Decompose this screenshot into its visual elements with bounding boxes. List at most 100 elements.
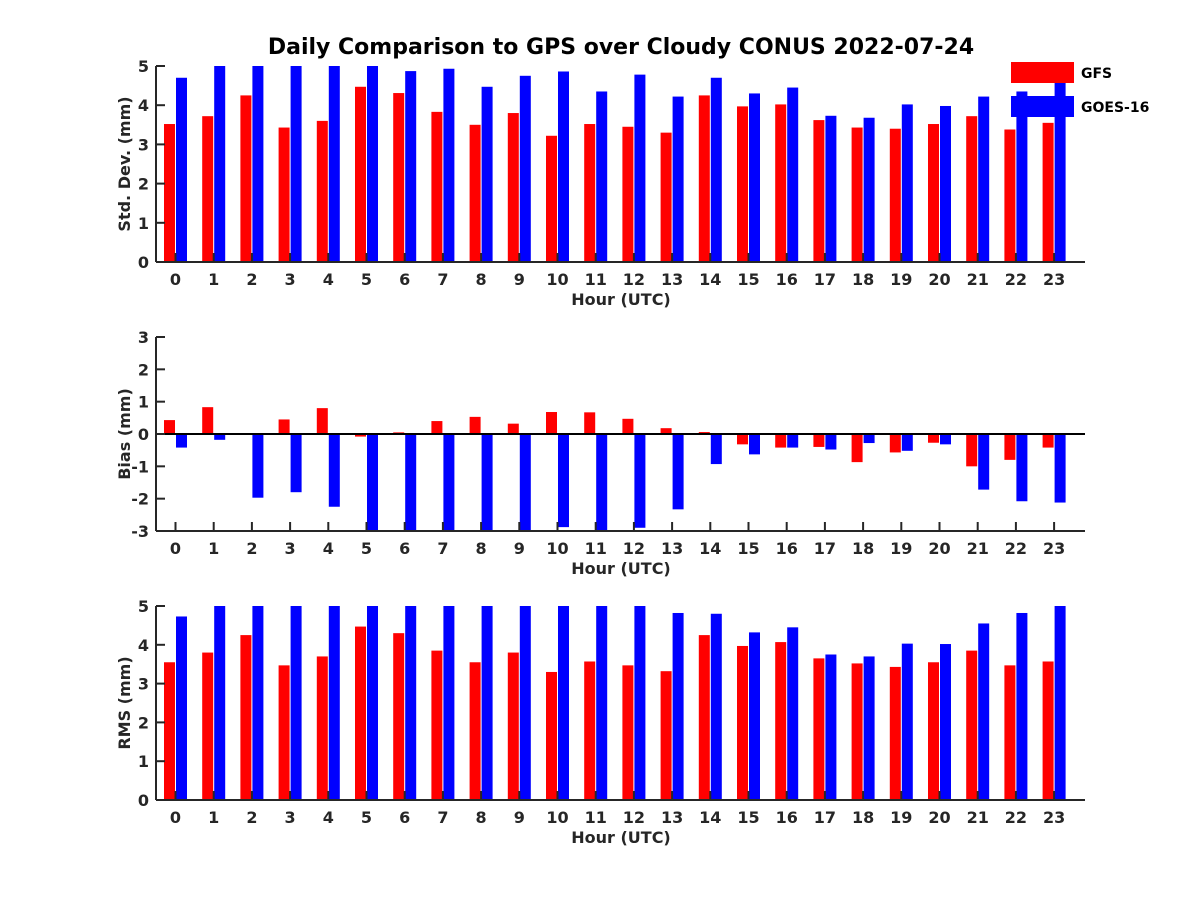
bar-goes-16-hour-11 [596,91,608,262]
bar-goes-16-hour-7 [443,68,455,262]
x-tick-label: 7 [437,270,448,289]
x-tick-label: 0 [170,808,181,827]
bar-goes-16-hour-11 [596,434,608,531]
bar-goes-16-hour-12 [634,606,646,800]
bar-goes-16-hour-6 [405,71,417,262]
bar-gfs-hour-23 [1042,122,1054,262]
bar-gfs-hour-17 [813,434,825,447]
y-tick-label: 4 [138,96,149,115]
x-tick-label: 13 [661,270,683,289]
bar-gfs-hour-0 [164,662,175,800]
x-tick-label: 0 [170,270,181,289]
x-tick-label: 7 [437,808,448,827]
x-tick-label: 23 [1043,808,1065,827]
bar-goes-16-hour-10 [558,434,569,528]
bar-goes-16-hour-2 [252,66,264,262]
bar-goes-16-hour-2 [252,606,264,800]
bar-gfs-hour-8 [469,416,481,434]
bar-goes-16-hour-0 [176,434,187,448]
bars-group [164,66,1066,262]
x-tick-label: 18 [852,270,874,289]
bar-gfs-hour-21 [966,650,978,800]
x-tick-label: 23 [1043,270,1065,289]
y-tick-label: 1 [138,752,149,771]
x-tick-label: 9 [514,539,525,558]
y-axis-label: Std. Dev. (mm) [115,96,134,231]
x-tick-label: 17 [814,539,836,558]
bar-gfs-hour-23 [1042,661,1054,800]
y-tick-label: 0 [138,791,149,810]
x-tick-label: 9 [514,808,525,827]
x-tick-label: 20 [928,270,950,289]
x-tick-label: 3 [285,539,296,558]
bar-goes-16-hour-12 [634,74,646,262]
x-tick-label: 19 [890,539,912,558]
x-tick-label: 6 [399,270,410,289]
x-tick-label: 18 [852,808,874,827]
legend-swatch-goes-16 [1011,96,1074,117]
bar-gfs-hour-20 [928,434,939,443]
bar-goes-16-hour-4 [328,606,340,800]
bar-goes-16-hour-5 [367,606,378,800]
x-tick-label: 6 [399,539,410,558]
bar-goes-16-hour-23 [1054,606,1066,800]
x-tick-label: 11 [585,808,607,827]
y-tick-label: 0 [138,253,149,272]
bar-goes-16-hour-10 [558,606,569,800]
y-tick-label: 5 [138,57,149,76]
y-tick-label: -1 [131,457,149,476]
bar-goes-16-hour-13 [672,612,684,800]
x-tick-label: 4 [323,808,334,827]
bars-group [164,407,1066,531]
x-tick-label: 21 [967,539,989,558]
bar-goes-16-hour-4 [328,434,340,507]
bar-gfs-hour-11 [584,412,596,434]
bar-goes-16-hour-0 [176,616,187,800]
bar-gfs-hour-8 [469,662,481,800]
bar-gfs-hour-18 [851,434,863,463]
bar-goes-16-hour-12 [634,434,646,528]
bar-gfs-hour-14 [698,635,710,800]
bar-goes-16-hour-17 [825,434,837,450]
bar-goes-16-hour-8 [481,86,493,262]
x-tick-label: 14 [699,270,721,289]
x-tick-label: 20 [928,808,950,827]
x-tick-label: 1 [208,270,219,289]
bar-gfs-hour-9 [507,113,519,262]
bar-goes-16-hour-17 [825,115,837,262]
bar-goes-16-hour-10 [558,71,569,262]
bar-goes-16-hour-20 [940,644,951,800]
bar-goes-16-hour-14 [710,434,722,465]
x-tick-label: 8 [476,808,487,827]
bar-gfs-hour-15 [737,645,748,800]
y-tick-label: 0 [138,425,149,444]
x-tick-label: 9 [514,270,525,289]
bar-goes-16-hour-1 [214,606,226,800]
bar-gfs-hour-17 [813,658,825,800]
bar-gfs-hour-12 [622,126,634,262]
bar-gfs-hour-13 [660,671,672,800]
x-tick-label: 2 [246,539,257,558]
bar-gfs-hour-12 [622,418,634,434]
bar-goes-16-hour-0 [176,77,187,262]
x-tick-label: 5 [361,808,372,827]
x-axis-label: Hour (UTC) [571,559,671,578]
bar-gfs-hour-15 [737,434,748,445]
bar-gfs-hour-2 [240,95,252,262]
bar-goes-16-hour-9 [519,434,531,531]
x-tick-label: 22 [1005,808,1027,827]
x-tick-label: 3 [285,270,296,289]
chart-legend: GFS GOES-16 [1011,62,1149,117]
bar-goes-16-hour-18 [863,656,875,800]
x-tick-label: 15 [737,539,759,558]
bar-gfs-hour-5 [355,86,366,262]
bar-goes-16-hour-16 [787,627,799,800]
x-tick-label: 11 [585,539,607,558]
y-tick-label: 2 [138,713,149,732]
x-tick-label: 19 [890,808,912,827]
x-tick-label: 2 [246,270,257,289]
bar-gfs-hour-7 [431,421,443,434]
x-tick-label: 17 [814,808,836,827]
x-tick-label: 15 [737,808,759,827]
x-tick-label: 19 [890,270,912,289]
